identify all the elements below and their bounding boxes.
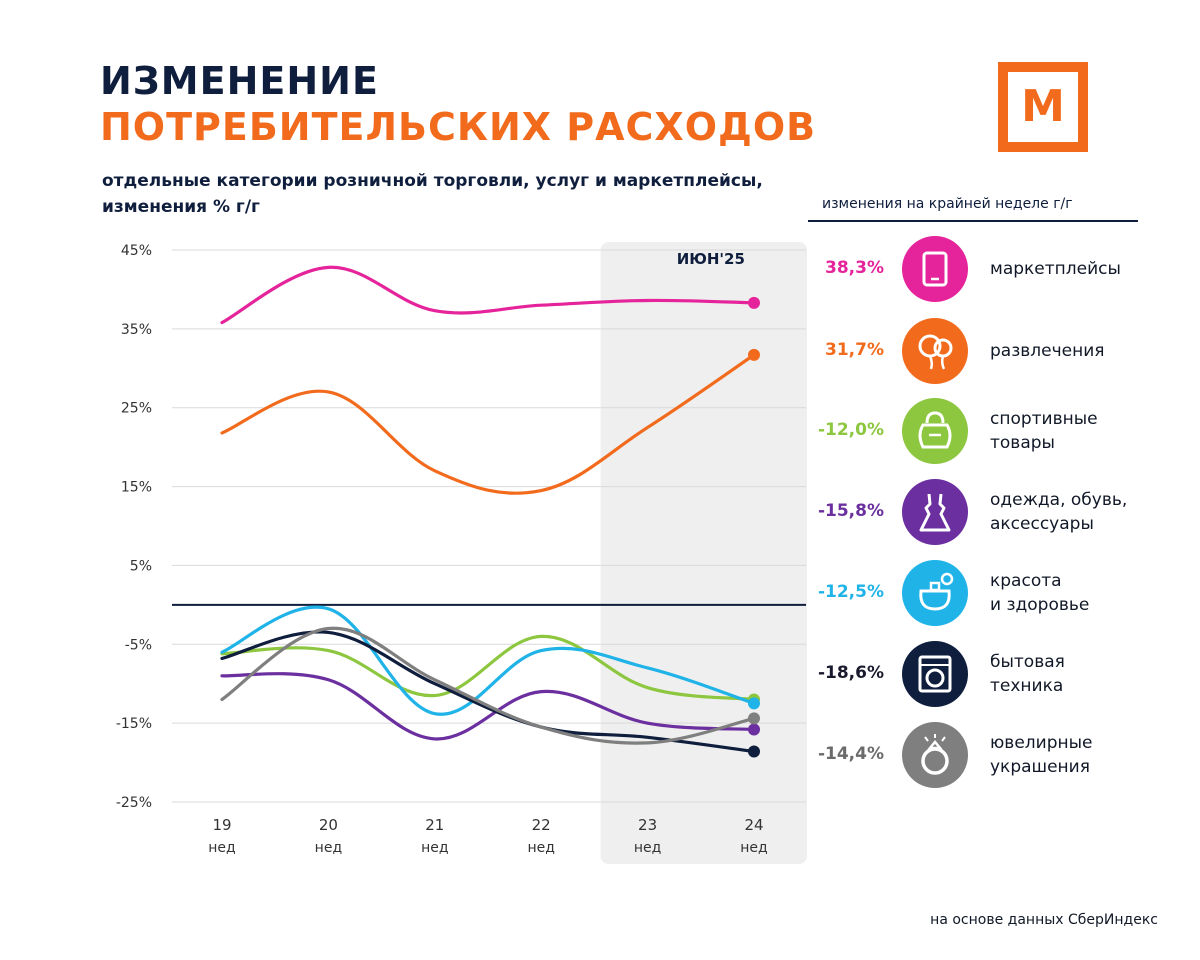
series-line-1 [220, 353, 756, 495]
washing-machine-icon [902, 641, 968, 707]
legend-item: -12,0% спортивные товары [800, 398, 1160, 466]
legend-item: -12,5% красота и здоровье [800, 560, 1160, 628]
series-end-point-0 [748, 296, 760, 309]
logo-letter: М [1021, 81, 1065, 132]
legend-label-line: маркетплейсы [990, 259, 1121, 279]
balloons-icon [902, 318, 968, 384]
legend-label-line: красота [990, 571, 1062, 591]
source-note: на основе данных СберИндекс [930, 912, 1158, 928]
tablet-icon [902, 236, 968, 302]
highlight-band [600, 242, 807, 864]
x-tick-label: 22 [532, 816, 551, 834]
series-line-2 [220, 634, 756, 702]
series-end-point-3 [748, 723, 760, 736]
legend-label-line: одежда, обувь, [990, 490, 1128, 510]
legend-label-line: товары [990, 433, 1055, 453]
legend-value: 38,3% [825, 258, 884, 278]
y-tick-label: 25% [121, 401, 152, 417]
legend-label: одежда, обувь, аксессуары [990, 488, 1127, 536]
legend-value: -12,0% [817, 420, 884, 440]
legend-label: спортивные товары [990, 407, 1098, 455]
legend-label-line: развлечения [990, 341, 1105, 361]
legend-label-line: украшения [990, 757, 1090, 777]
x-tick-label: 24 [744, 816, 763, 834]
legend-value: -18,6% [817, 663, 884, 683]
kettlebell-icon [902, 398, 968, 464]
series-end-point-6 [748, 712, 760, 725]
x-tick-label: 19 [212, 816, 231, 834]
legend-value: -14,4% [817, 744, 884, 764]
legend-item: -18,6% бытовая техника [800, 641, 1160, 709]
x-tick-sublabel: нед [527, 840, 554, 856]
legend-value: -12,5% [817, 582, 884, 602]
highlight-label: ИЮН'25 [677, 250, 745, 268]
legend-heading: изменения на крайней неделе г/г [808, 196, 1138, 222]
legend-label-line: аксессуары [990, 514, 1094, 534]
legend-item: -14,4% ювелирные украшения [800, 722, 1160, 790]
ring-icon [902, 722, 968, 788]
legend-item: 38,3% маркетплейсы [800, 236, 1160, 304]
series-line-6 [220, 626, 756, 745]
legend-label: развлечения [990, 339, 1104, 363]
legend-label-line: спортивные [990, 409, 1098, 429]
x-tick-label: 20 [319, 816, 338, 834]
y-tick-label: 5% [130, 558, 152, 574]
x-tick-sublabel: нед [634, 840, 661, 856]
series-line-3 [220, 672, 756, 741]
perfume-icon [902, 560, 968, 626]
legend-item: -15,8% одежда, обувь, аксессуары [800, 479, 1160, 547]
series-line-0 [220, 265, 756, 325]
series-end-point-1 [748, 348, 760, 361]
y-tick-label: 35% [121, 322, 152, 338]
legend-label-line: и здоровье [990, 595, 1090, 615]
x-tick-label: 21 [425, 816, 444, 834]
y-tick-label: -15% [116, 716, 152, 732]
y-tick-label: -25% [116, 795, 152, 811]
dress-icon [902, 479, 968, 545]
brand-logo: М [998, 62, 1088, 152]
legend-label-line: техника [990, 676, 1064, 696]
legend-label: ювелирные украшения [990, 731, 1093, 779]
x-tick-label: 23 [638, 816, 657, 834]
legend-value: 31,7% [825, 340, 884, 360]
x-tick-sublabel: нед [740, 840, 767, 856]
legend-label-line: бытовая [990, 652, 1065, 672]
legend-label: бытовая техника [990, 650, 1065, 698]
title-line-1: ИЗМЕНЕНИЕ [100, 59, 379, 103]
y-tick-label: -5% [125, 637, 152, 653]
series-end-point-5 [748, 745, 760, 758]
chart-subtitle: отдельные категории розничной торговли, … [102, 171, 763, 217]
series-end-point-4 [748, 697, 760, 710]
x-tick-sublabel: нед [208, 840, 235, 856]
legend-label-line: ювелирные [990, 733, 1093, 753]
legend-value: -15,8% [817, 501, 884, 521]
x-tick-sublabel: нед [315, 840, 342, 856]
legend-label: маркетплейсы [990, 257, 1121, 281]
y-tick-label: 45% [121, 243, 152, 259]
y-tick-label: 15% [121, 480, 152, 496]
x-tick-sublabel: нед [421, 840, 448, 856]
title-line-2: ПОТРЕБИТЕЛЬСКИХ РАСХОДОВ [100, 105, 817, 149]
legend-item: 31,7% развлечения [800, 318, 1160, 386]
legend-label: красота и здоровье [990, 569, 1089, 617]
